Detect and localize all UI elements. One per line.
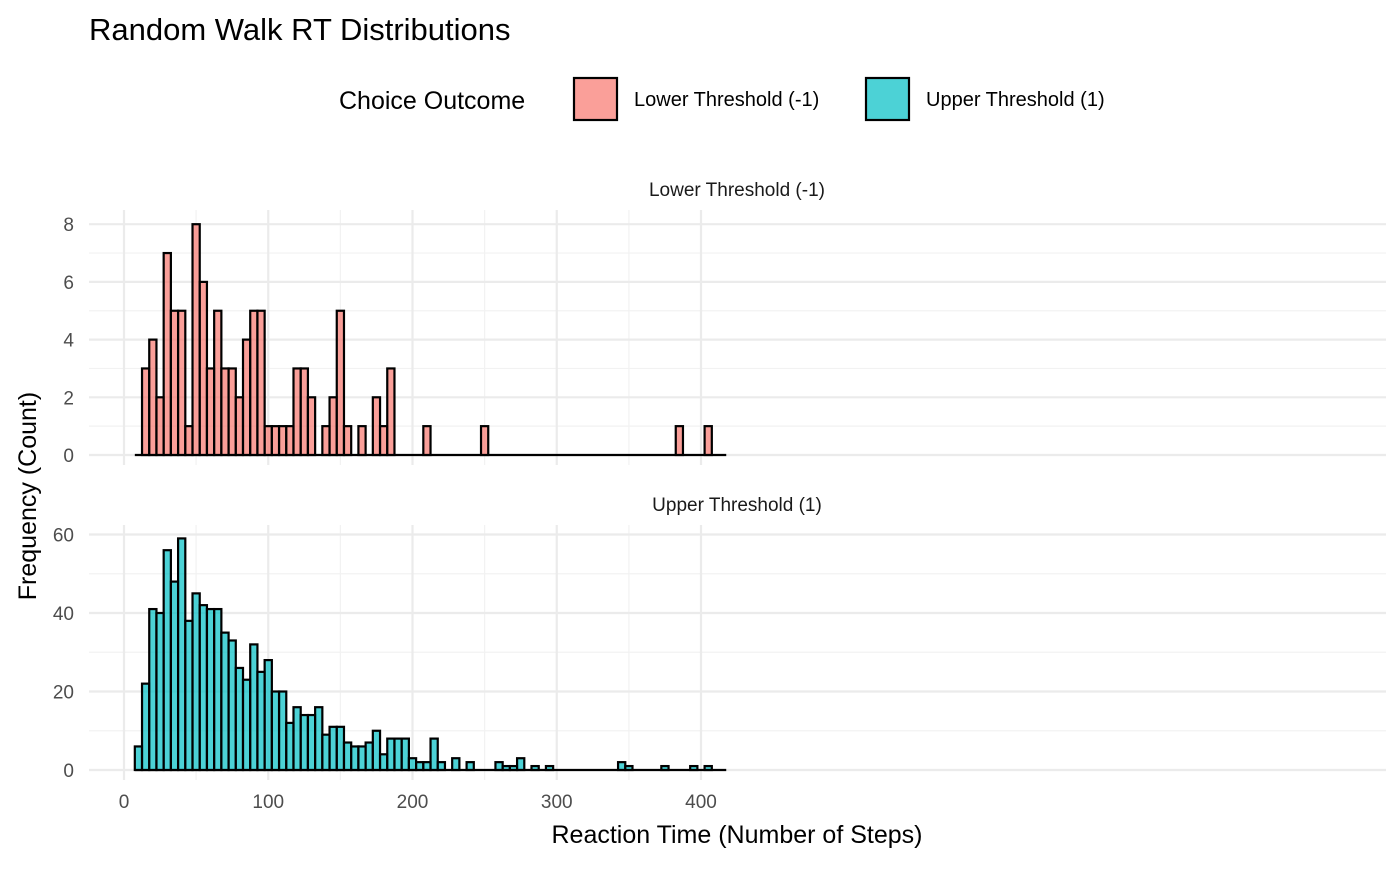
histogram-bar	[176, 309, 187, 457]
y-tick-label-lower: 8	[63, 215, 74, 236]
legend-label-upper: Upper Threshold (1)	[926, 89, 1105, 111]
legend-title: Choice Outcome	[339, 87, 525, 115]
y-ticks-upper: 0 20 40 60	[53, 526, 74, 783]
histogram-bar	[479, 425, 490, 457]
histogram-bar	[544, 764, 555, 772]
legend-key-upper	[864, 76, 911, 122]
histogram-bar	[306, 396, 317, 457]
histogram-bar	[335, 309, 346, 457]
strip-label-upper: Upper Threshold (1)	[652, 495, 822, 516]
bars-upper	[133, 537, 727, 772]
grid-lower	[89, 210, 1386, 465]
legend-label-lower: Lower Threshold (-1)	[634, 89, 819, 111]
histogram-bar	[624, 764, 634, 772]
y-ticks-lower: 0 2 4 6 8	[63, 215, 74, 467]
y-tick-label-upper: 20	[53, 683, 74, 704]
x-tick-label: 200	[397, 792, 429, 813]
histogram-bar	[342, 425, 353, 457]
x-tick-label: 300	[541, 792, 573, 813]
histogram-bar	[256, 309, 266, 457]
histogram-bar	[674, 425, 685, 457]
y-tick-label-upper: 60	[53, 526, 74, 547]
histogram-bar	[386, 367, 396, 457]
histogram-bar	[371, 729, 382, 772]
strip-label-lower: Lower Threshold (-1)	[649, 180, 825, 201]
legend-key-lower	[572, 76, 619, 122]
x-tick-label: 400	[685, 792, 717, 813]
histogram-bar	[429, 737, 439, 772]
chart-title: Random Walk RT Distributions	[89, 12, 511, 47]
histogram-bar	[357, 425, 367, 457]
y-axis-title: Frequency (Count)	[14, 392, 42, 600]
histogram-bar	[703, 425, 713, 457]
histogram-bar	[465, 761, 475, 772]
panel-upper: Upper Threshold (1) 0 20 40 60	[53, 495, 1386, 782]
x-tick-label: 100	[252, 792, 284, 813]
histogram-bar	[436, 761, 447, 772]
y-tick-label-upper: 0	[63, 761, 74, 782]
x-ticks: 0 100 200 300 400	[119, 792, 717, 813]
histogram-bar	[515, 757, 526, 772]
bars-lower	[134, 223, 727, 457]
histogram-bar	[660, 764, 670, 772]
y-tick-label-lower: 6	[63, 273, 74, 294]
y-tick-label-lower: 2	[63, 388, 74, 409]
x-tick-label: 0	[119, 792, 130, 813]
y-tick-label-upper: 40	[53, 604, 74, 625]
histogram-bar	[530, 764, 540, 772]
y-tick-label-lower: 4	[63, 331, 74, 352]
y-tick-label-lower: 0	[63, 446, 74, 467]
legend: Choice Outcome Lower Threshold (-1) Uppe…	[339, 76, 1105, 122]
histogram-bar	[451, 757, 461, 772]
histogram-bar	[422, 425, 432, 457]
panel-lower: Lower Threshold (-1) 0 2 4 6 8	[63, 180, 1386, 467]
histogram-bar	[703, 764, 713, 772]
histogram-bar	[689, 764, 699, 772]
histogram-bar	[400, 737, 410, 772]
x-axis-title: Reaction Time (Number of Steps)	[552, 821, 923, 849]
